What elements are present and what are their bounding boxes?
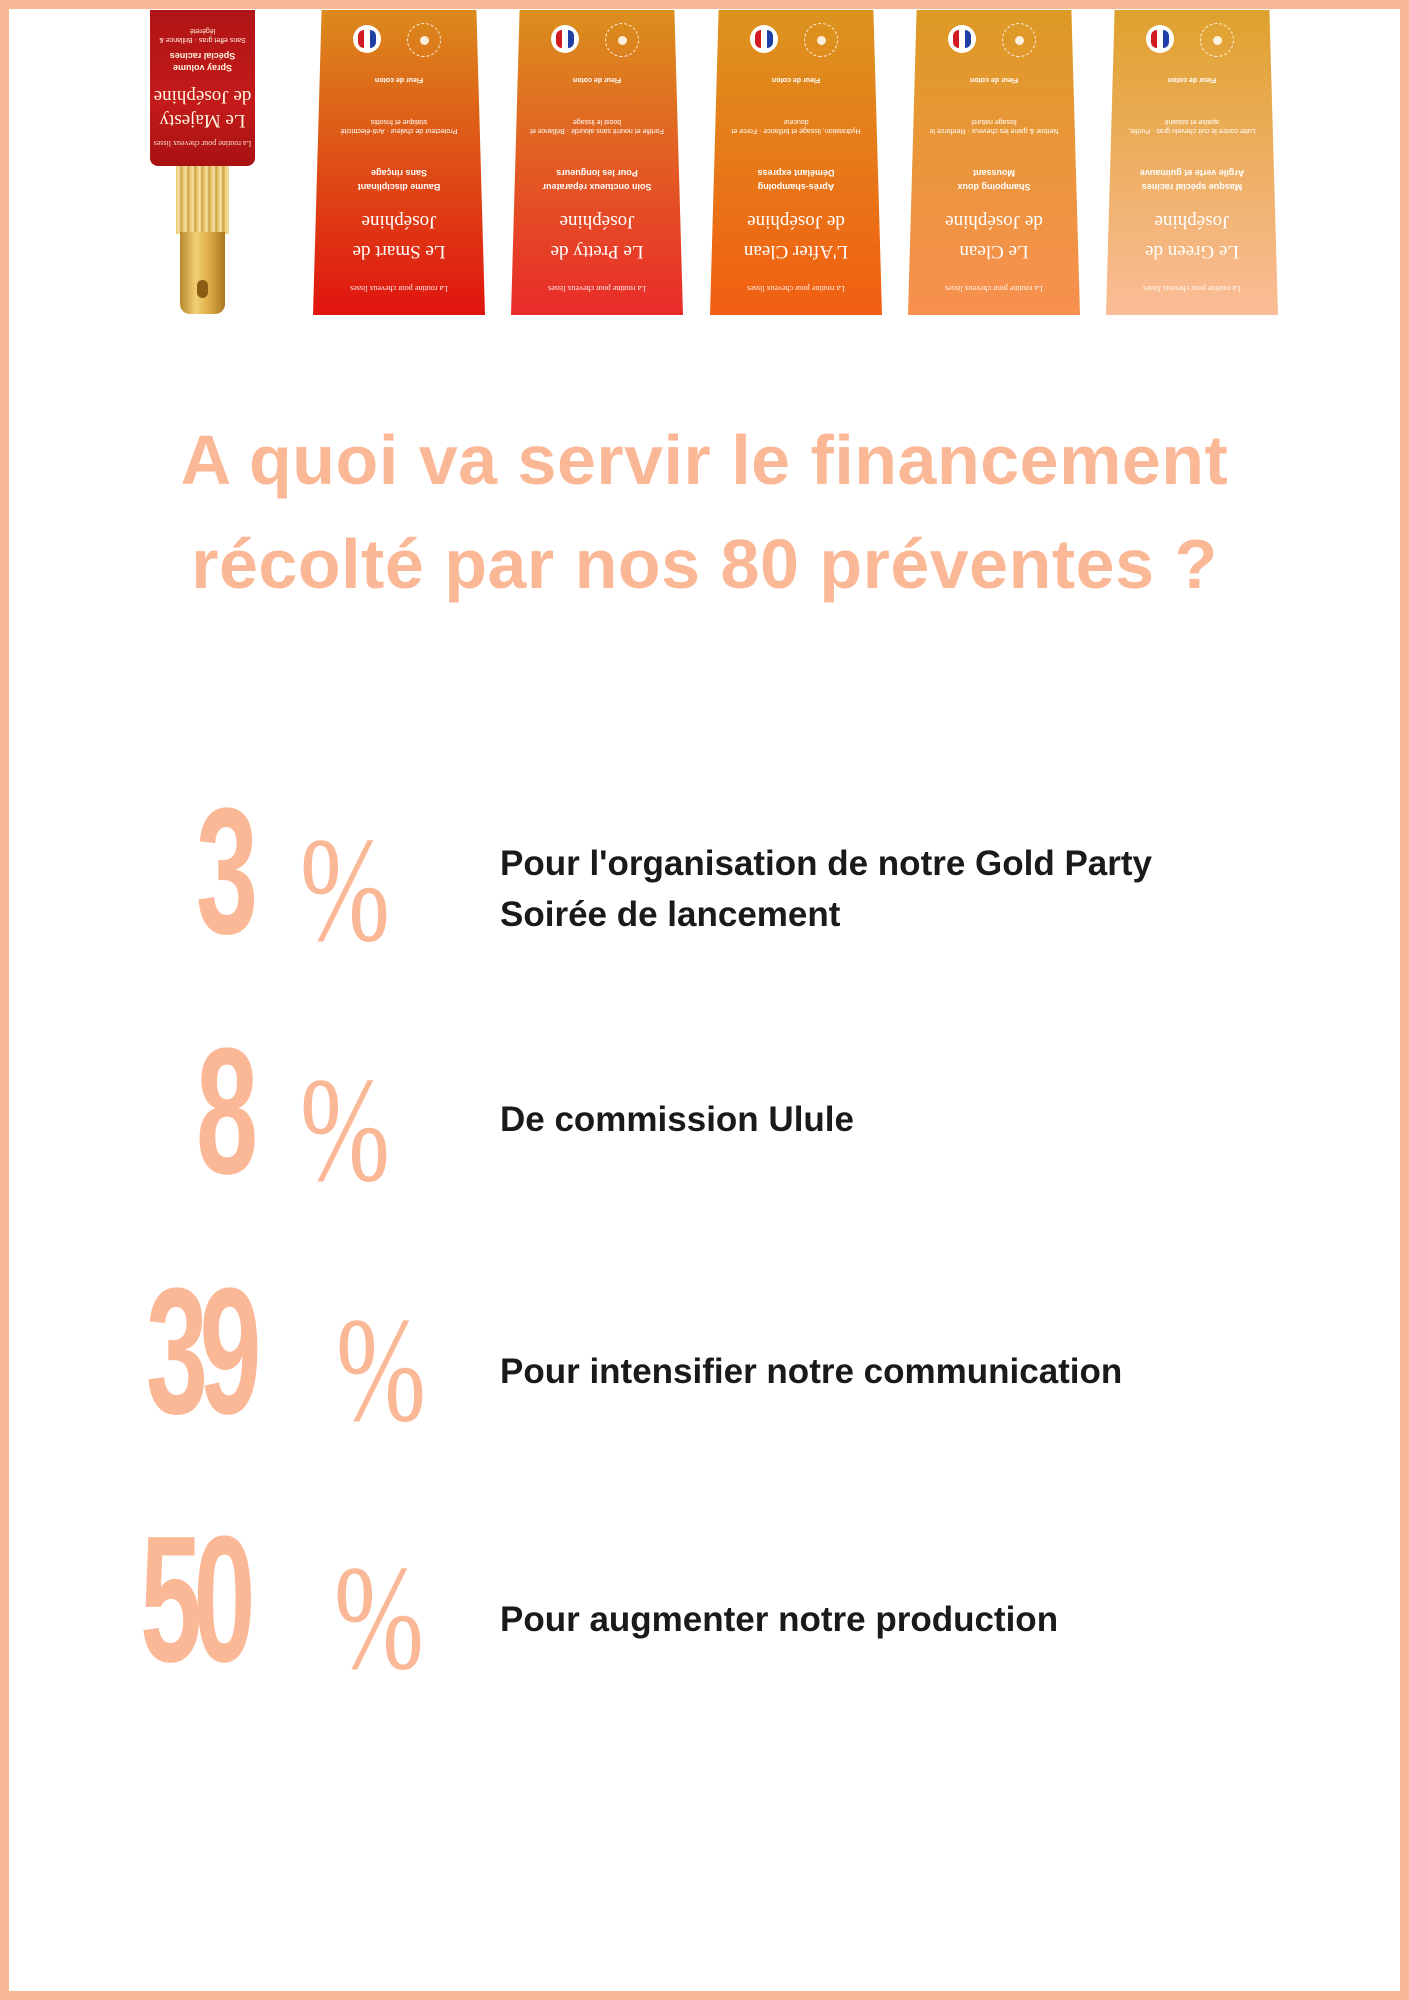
product-name-line1: Le Majesty	[159, 110, 246, 131]
bottle-cap	[180, 232, 225, 314]
allocation-description-line1: Pour augmenter notre production	[500, 1600, 1059, 1639]
product-name-line1: L'After Clean	[743, 241, 849, 262]
percentage-number: 3	[196, 771, 258, 972]
percent-sign: %	[336, 1287, 426, 1453]
allocation-description: De commission Ulule	[500, 1094, 1320, 1145]
page-title-line1: A quoi va servir le financement	[180, 421, 1229, 499]
percentage-number: 8	[196, 1011, 258, 1212]
product-ingredient: Fleur de coton	[572, 76, 622, 83]
product-tagline: La routine pour cheveux lisses	[1143, 284, 1241, 293]
product-ingredient: Fleur de coton	[374, 76, 424, 83]
product-name-line2: Joséphine	[559, 211, 635, 232]
product-tagline: La routine pour cheveux lisses	[945, 284, 1043, 293]
percentage-number: 50	[140, 1499, 255, 1700]
bottle-label: La routine pour cheveux lisses Le Majest…	[150, 10, 255, 166]
made-in-france-flag-icon	[750, 25, 778, 53]
bottle-neck	[176, 166, 229, 234]
product-type-line2: Moussant	[973, 168, 1016, 178]
allocation-item-communication: 39 % Pour intensifier notre communicatio…	[0, 1251, 1409, 1453]
made-in-france-flag-icon	[1146, 25, 1174, 53]
allocation-description-line1: De commission Ulule	[500, 1100, 854, 1139]
allocation-item-gold-party: 3 % Pour l'organisation de notre Gold Pa…	[0, 771, 1409, 973]
product-type-line2: Démêlant express	[757, 168, 835, 178]
product-type-line1: Shampoing doux	[957, 182, 1031, 192]
product-type-line2: Spécial racines	[169, 51, 236, 61]
allocation-description-line2: Soirée de lancement	[500, 895, 841, 934]
product-ingredient: Fleur de coton	[1167, 76, 1217, 83]
allocation-description: Pour augmenter notre production	[500, 1594, 1320, 1645]
product-tube-clean: La routine pour cheveux lisses Le Clean …	[908, 10, 1080, 315]
product-description: Fortifie et nourrit sans alourdir · Bril…	[530, 118, 664, 134]
product-name-line2: Joséphine	[361, 211, 437, 232]
product-type-line2: Sans rinçage	[370, 168, 428, 178]
product-name-line1: Le Clean	[959, 241, 1029, 262]
product-description: Nettoie & gaine les cheveux · Renforce l…	[929, 118, 1059, 134]
product-tagline: La routine pour cheveux lisses	[747, 284, 845, 293]
product-type-line2: Argile verte et guimauve	[1139, 168, 1245, 178]
certification-badge-icon	[1200, 23, 1234, 57]
product-description: Lutte contre le cuir chevelu gras · Puri…	[1128, 118, 1256, 134]
allocation-item-ulule-commission: 8 % De commission Ulule	[0, 1011, 1409, 1213]
product-description: Sans effet gras · Brillance & légèreté	[159, 27, 246, 43]
product-name-line2: Joséphine	[1154, 211, 1230, 232]
product-type-line1: Spray volume	[172, 63, 233, 73]
certification-badge-icon	[1002, 23, 1036, 57]
product-strip: La routine pour cheveux lisses Le Majest…	[0, 0, 1409, 330]
certification-badge-icon	[605, 23, 639, 57]
product-description: Protecteur de chaleur · Anti-électricité…	[340, 118, 458, 134]
product-name-line1: Le Smart de	[352, 241, 446, 262]
product-name-line2: de Joséphine	[153, 86, 252, 107]
certification-badge-icon	[804, 23, 838, 57]
allocation-description: Pour l'organisation de notre Gold Party …	[500, 838, 1320, 940]
product-ingredient: Fleur de coton	[771, 76, 821, 83]
product-ingredient: Fleur de coton	[969, 76, 1019, 83]
product-tube-smart: La routine pour cheveux lisses Le Smart …	[313, 10, 485, 315]
product-tagline: La routine pour cheveux lisses	[350, 284, 448, 293]
product-tube-green: La routine pour cheveux lisses Le Green …	[1106, 10, 1278, 315]
allocation-description-line1: Pour l'organisation de notre Gold Party	[500, 844, 1153, 883]
allocation-description: Pour intensifier notre communication	[500, 1346, 1320, 1397]
product-name-line2: de Joséphine	[747, 211, 845, 232]
product-bottle-majesty: La routine pour cheveux lisses Le Majest…	[150, 10, 255, 315]
product-tagline: La routine pour cheveux lisses	[548, 284, 646, 293]
page-title: A quoi va servir le financement récolté …	[100, 408, 1309, 616]
made-in-france-flag-icon	[948, 25, 976, 53]
product-tagline: La routine pour cheveux lisses	[153, 139, 252, 148]
product-type-line1: Soin onctueux réparateur	[542, 182, 652, 192]
percent-sign: %	[300, 807, 390, 973]
product-name-line2: de Joséphine	[945, 211, 1043, 232]
made-in-france-flag-icon	[353, 25, 381, 53]
allocation-item-production: 50 % Pour augmenter notre production	[0, 1499, 1409, 1701]
percent-sign: %	[334, 1535, 424, 1701]
percentage-number: 39	[146, 1251, 261, 1452]
product-name-line1: Le Green de	[1145, 241, 1239, 262]
product-tube-after-clean: La routine pour cheveux lisses L'After C…	[710, 10, 882, 315]
certification-badge-icon	[407, 23, 441, 57]
product-type-line1: Masque spécial racines	[1141, 182, 1243, 192]
product-type-line1: Baume disciplinant	[357, 182, 441, 192]
product-name-line1: Le Pretty de	[550, 241, 644, 262]
page-title-line2: récolté par nos 80 préventes ?	[191, 525, 1218, 603]
allocation-description-line1: Pour intensifier notre communication	[500, 1352, 1123, 1391]
made-in-france-flag-icon	[551, 25, 579, 53]
product-type-line1: Après-shampoing	[757, 182, 835, 192]
product-type-line2: Pour les longueurs	[556, 168, 638, 178]
percent-sign: %	[300, 1047, 390, 1213]
product-tube-pretty: La routine pour cheveux lisses Le Pretty…	[511, 10, 683, 315]
product-description: Hydratation, lissage et brillance · Forc…	[731, 118, 861, 134]
